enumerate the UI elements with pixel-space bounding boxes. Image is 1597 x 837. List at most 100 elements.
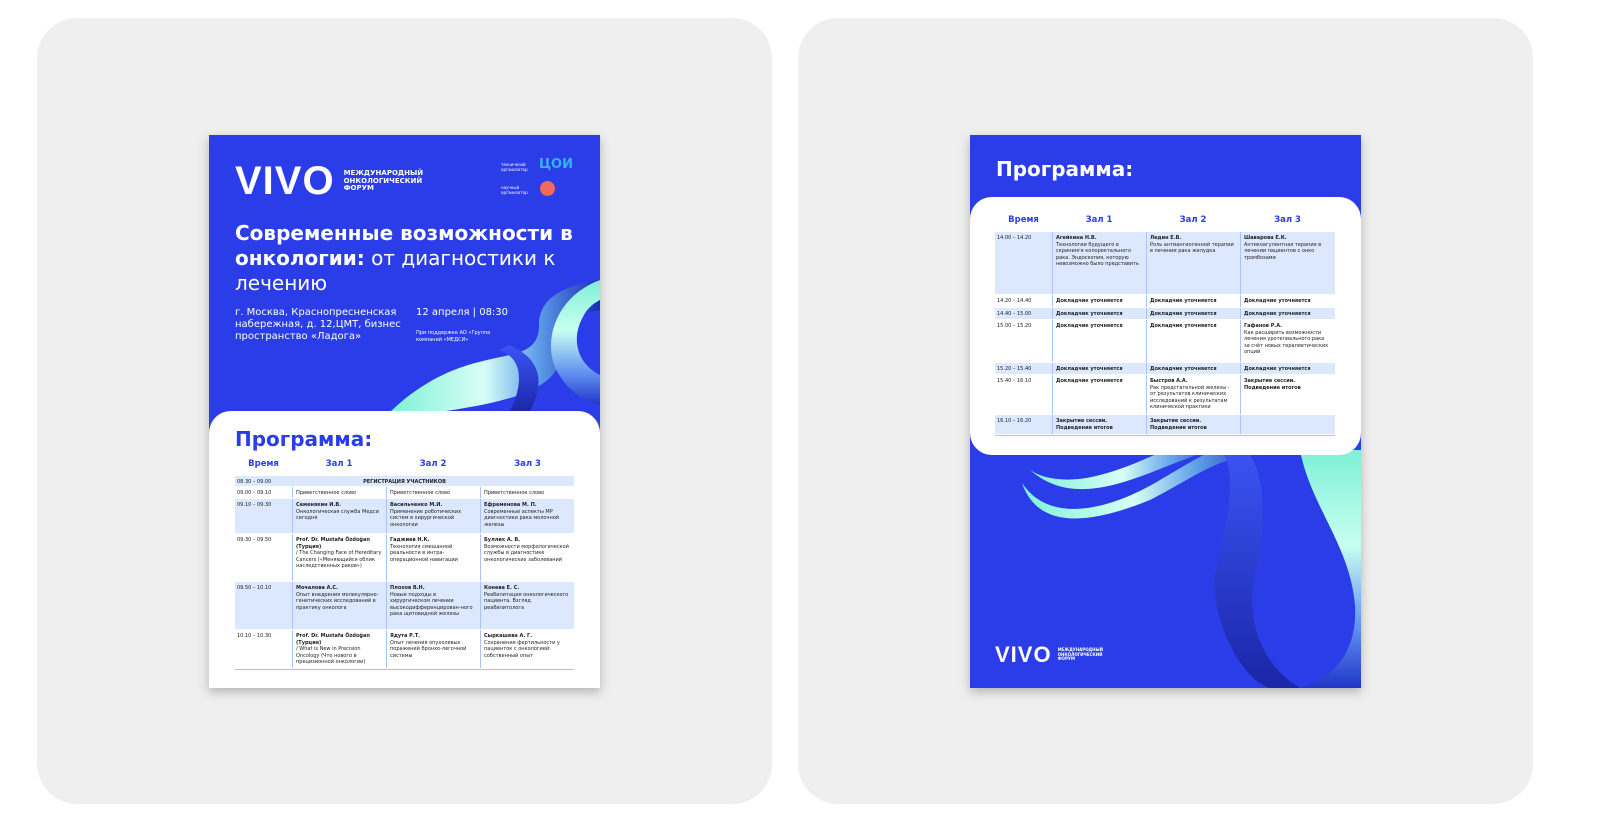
time-cell: 08.30 – 09.00 [237,479,272,485]
logo-wordmark: VIVO [995,642,1052,667]
session-cell: Докладчик уточняется [1146,295,1240,307]
session-cell: Ефременова М. П. Современные аспекты МР д… [480,499,575,533]
session-cell: Приветственное слово [386,487,480,498]
speaker-name: Докладчик уточняется [1150,366,1217,372]
speaker-name: Докладчик уточняется [1056,366,1123,372]
talk-title: Рак предстательной железы - от результат… [1150,384,1230,411]
table-row: 14.20 – 14.40 Докладчик уточняется Докладч… [995,295,1335,308]
talk-title: Технологии будущего в скрининге колорект… [1056,241,1139,268]
speaker-name: Докладчик уточняется [1056,298,1123,304]
table-header: Время [1008,215,1039,225]
session-cell: Докладчик уточняется [1240,295,1335,307]
program-card: Время Зал 1 Зал 2 Зал 3 14.00 – 14.20 Агейкин… [970,197,1361,455]
talk-title: Применение роботических систем в хирурги… [390,508,462,528]
scientific-organizer-logo-icon [540,181,555,196]
speaker-name: Гафанов Р.А. [1244,323,1283,329]
talk-title: Опыт внедрения молекулярно-генетических … [296,591,379,611]
program-title: Программа: [996,157,1134,181]
table-row: 08.30 – 09.00 РЕГИСТРАЦИЯ УЧАСТНИКОВ [235,476,574,487]
speaker-name: Быстров А.А. [1150,378,1188,384]
logo-subtitle-line: ФОРУМ [343,184,374,193]
table-header: Зал 2 [1179,215,1207,225]
speaker-name: Плохов В.Н. [390,585,425,591]
talk-title: Современные аспекты МР диагностики рака … [484,508,560,528]
speaker-name: Семенякин И.В. [296,502,342,508]
time-cell: 15.20 – 15.40 [997,366,1032,372]
session-cell: Докладчик уточняется [1146,363,1240,374]
table-row: 16.10 – 16.20 Закрытие сессии. Подведение… [995,415,1335,435]
logo-wordmark: VIVO [235,159,335,203]
logo-subtitle-line: ОНКОЛОГИЧЕСКИЙ [1057,651,1103,657]
talk-title: Приветственное слово [296,490,357,496]
time-cell: 09.30 – 09.50 [237,537,272,543]
talk-title: Технология смешанной реальности в интра-… [390,543,458,563]
session-cell: Гафанов Р.А. Как расширить возможности ле… [1240,320,1335,362]
session-cell: Буллих А. В. Возможности морфологической … [480,534,575,581]
logo-subtitle-line: ФОРУМ [1057,656,1075,662]
talk-title: / The Changing Face of Hereditary Cancer… [296,550,382,569]
session-cell: Докладчик уточняется [1240,363,1335,374]
address: г. Москва, Краснопресненская набережная,… [235,307,401,342]
session-cell: Шаварова Е.К. Антикоагулянтная терапия в … [1240,232,1335,294]
session-cell: Докладчик уточняется [1052,295,1146,307]
speaker-name: Ефременова М. П. [484,502,537,508]
time-cell: 09.50 – 10.10 [237,585,272,591]
table-header: Зал 2 [419,459,447,469]
date-time: 12 апреля | 08:30 [416,307,509,318]
speaker-name: Докладчик уточняется [1150,323,1217,329]
vivo-logo: VIVO МЕЖДУНАРОДНЫЙ ОНКОЛОГИЧЕСКИЙ ФОРУМ [235,159,423,204]
speaker-name: Закрытие сессии. Подведение итогов [1244,378,1301,391]
session-cell: Докладчик уточняется [1146,308,1240,319]
session-cell: Плохов В.Н. Новые подходы в хирургическом… [386,582,480,629]
table-row: 09.10 – 09.30 Семенякин И.В. Онкологическа… [235,499,574,534]
table-header: Зал 3 [1274,215,1301,225]
session-cell: Докладчик уточняется [1052,308,1146,319]
table-row: 10.10 – 10.30 Prof. Dr. Mustafa Özdoğan (… [235,630,574,669]
session-cell: Конева Е. С. Реабилитация онкологического… [480,582,575,629]
program-title: Программа: [235,427,373,451]
speaker-name: Ледин Е.В. [1150,235,1182,241]
table-row: 15.40 – 16.10 Докладчик уточняется Быстров… [995,375,1335,415]
speaker-name: Васильченко М.И. [390,502,443,508]
table-row: 09.50 – 10.10 Мочалова А.С. Опыт внедрения… [235,582,574,630]
speaker-name: Докладчик уточняется [1056,378,1123,384]
time-cell: 09.10 – 09.30 [237,502,272,508]
session-cell: Сыркашева А. Г. Сохранение фертильности у… [480,630,575,668]
table-row: 15.20 – 15.40 Докладчик уточняется Докладч… [995,363,1335,375]
talk-title: Онкологическая служба Медси сегодня [296,508,379,522]
title-light: от диагностики к лечению [235,246,556,295]
speaker-name: Ядута Р.Т. [390,633,421,639]
speaker-name: Prof. Dr. Mustafa Özdoğan (Турция) [296,633,370,646]
time-cell: 14.00 – 14.20 [997,235,1032,241]
time-cell: 14.20 – 14.40 [997,298,1032,304]
talk-title: Приветственное слово [390,490,451,496]
logo-subtitle-line: МЕЖДУНАРОДНЫЙ [1057,647,1104,653]
speaker-name: Агейкина Н.В. [1056,235,1097,241]
speaker-name: Шаварова Е.К. [1244,235,1287,241]
poster-title: Современные возможности в онкологии: от … [235,221,585,296]
speaker-name: Докладчик уточняется [1150,298,1217,304]
time-cell: 15.00 – 15.20 [997,323,1032,329]
session-cell: Prof. Dr. Mustafa Özdoğan (Турция) / The … [292,534,386,581]
talk-title: Роль антиангиогенной терапии в лечении р… [1150,241,1234,255]
logo-subtitle-line: ОНКОЛОГИЧЕСКИЙ [343,176,423,185]
span-cell: РЕГИСТРАЦИЯ УЧАСТНИКОВ [363,479,446,485]
talk-title: Новые подходы в хирургическом лечении вы… [390,591,473,618]
session-cell [1240,415,1335,434]
time-cell: 15.40 – 16.10 [997,378,1032,384]
session-cell: Семенякин И.В. Онкологическая служба Медс… [292,499,386,533]
table-header: Зал 1 [1085,215,1113,225]
session-cell: Приветственное слово [480,487,575,498]
session-cell: Докладчик уточняется [1052,363,1146,374]
session-cell: Агейкина Н.В. Технологии будущего в скрин… [1052,232,1146,294]
speaker-name: Докладчик уточняется [1244,311,1311,317]
talk-title: Сохранение фертильности у пациенток с он… [484,639,560,659]
speaker-name: Закрытие сессии. Подведение итогов [1056,418,1113,431]
talk-title: Возможности морфологической службы в диа… [484,543,569,563]
speaker-name: Prof. Dr. Mustafa Özdoğan (Турция) [296,537,370,550]
speaker-name: Докладчик уточняется [1056,311,1123,317]
talk-title: / What is New in Precision Oncology (Что… [296,646,366,665]
session-cell: Закрытие сессии. Подведение итогов [1146,415,1240,434]
time-cell: 16.10 – 16.20 [997,418,1032,424]
speaker-name: Мочалова А.С. [296,585,338,591]
